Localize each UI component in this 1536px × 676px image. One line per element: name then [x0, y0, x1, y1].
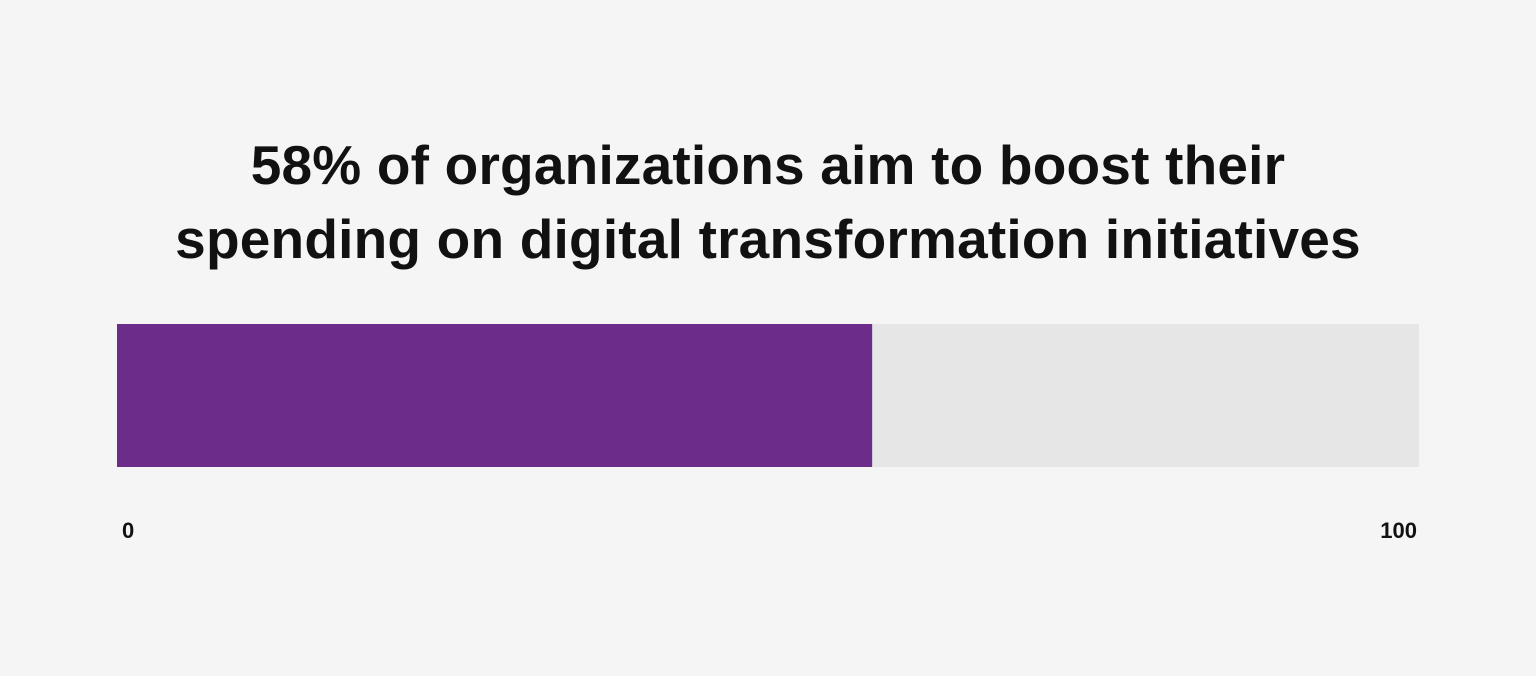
tick-label-max: 100 [1380, 518, 1417, 543]
chart-title-line-2: spending on digital transformation initi… [175, 208, 1361, 270]
chart-title: 58% of organizations aim to boost their … [0, 128, 1536, 276]
bar-fill [117, 324, 873, 467]
chart-title-line-1: 58% of organizations aim to boost their [250, 134, 1286, 196]
tick-label-min: 0 [122, 518, 134, 543]
